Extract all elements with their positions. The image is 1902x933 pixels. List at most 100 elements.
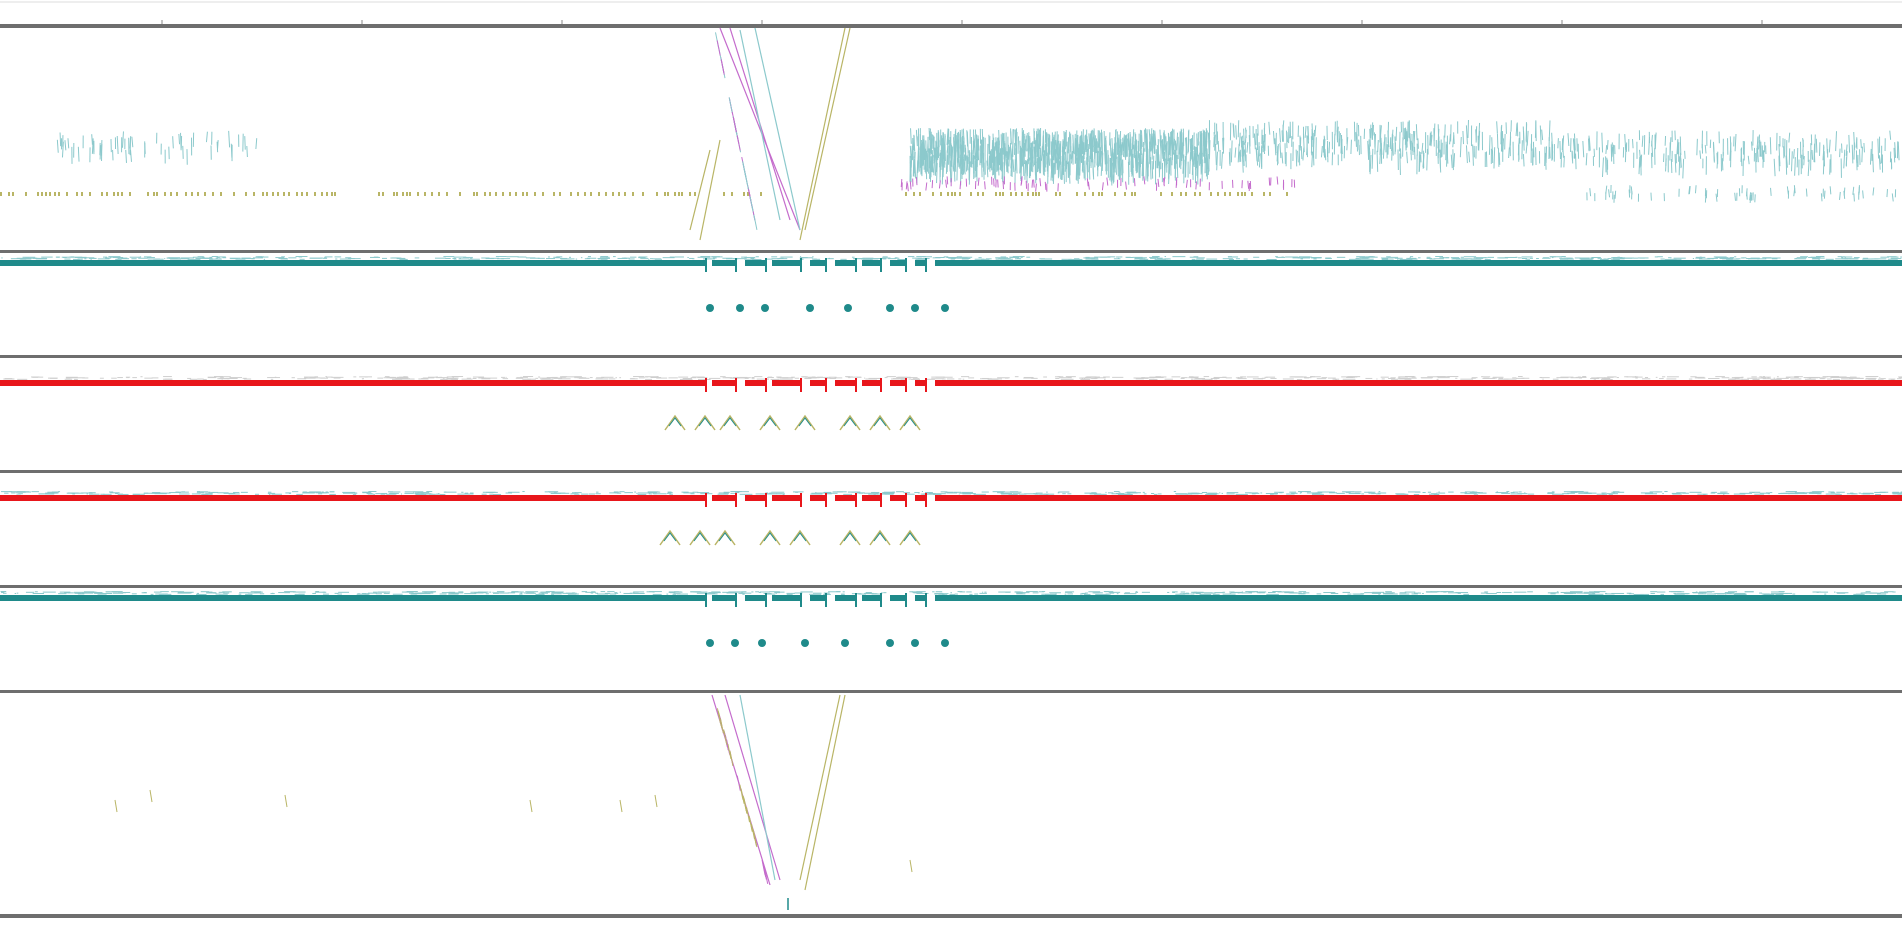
coverage-fringe [20, 258, 27, 260]
coverage-fringe [939, 593, 949, 595]
coverage-fringe [546, 377, 553, 379]
coverage-fringe [199, 491, 208, 493]
teal-tick-dense [1098, 143, 1101, 165]
coverage-fringe [1235, 493, 1248, 495]
coverage-fringe [1059, 377, 1072, 379]
magenta-tick [1020, 176, 1023, 185]
coverage-fringe [1208, 378, 1213, 380]
coverage-fringe [650, 377, 662, 379]
teal-tick [1802, 149, 1804, 160]
coverage-fringe [200, 257, 209, 259]
coverage-fringe [1831, 376, 1840, 378]
coverage-fringe [213, 491, 215, 493]
olive-mark [632, 192, 634, 196]
teal-tick-dense [1096, 152, 1098, 166]
coverage-fringe [223, 492, 236, 494]
coverage-fringe [1626, 592, 1632, 594]
coverage-fringe [442, 377, 445, 379]
coverage-fringe [1430, 591, 1439, 593]
coverage-fringe [181, 257, 194, 259]
coverage-fringe [314, 591, 326, 593]
teal-tick-dense [988, 155, 991, 170]
coverage-notch [825, 493, 827, 507]
coverage-notch [855, 258, 857, 272]
coverage-fringe [222, 257, 227, 259]
teal-tick-dense [1119, 159, 1122, 179]
coverage-fringe [1547, 592, 1557, 594]
coverage-fringe [1167, 591, 1170, 593]
coverage-fringe [1670, 258, 1682, 260]
coverage-fringe [882, 258, 887, 260]
coverage-fringe [1286, 493, 1295, 495]
coverage-fringe [74, 256, 83, 258]
coverage-fringe [1081, 378, 1083, 380]
coverage-fringe [540, 378, 554, 380]
coverage-fringe [1552, 493, 1564, 495]
coverage-fringe [219, 378, 231, 380]
coverage-notch [855, 493, 857, 507]
coverage-fringe [1790, 492, 1799, 494]
teal-tick [1893, 147, 1896, 163]
coverage-fringe [1460, 492, 1467, 494]
coverage-fringe [906, 493, 915, 495]
coverage-fringe [523, 592, 535, 594]
coverage-fringe [1542, 257, 1551, 259]
coverage-fringe [1439, 257, 1449, 259]
olive-mark [1084, 192, 1086, 196]
coverage-fringe [601, 376, 614, 378]
coverage-fringe [697, 256, 711, 258]
magenta-tick [984, 181, 986, 190]
magenta-tick [906, 183, 909, 192]
coverage-fringe [1483, 376, 1491, 378]
coverage-fringe [1368, 256, 1374, 258]
coverage-fringe [49, 377, 58, 379]
v-shape-tick [716, 708, 721, 724]
coverage-fringe [326, 376, 333, 378]
coverage-fringe [333, 377, 341, 379]
track-border [0, 24, 1902, 28]
coverage-fringe [767, 377, 774, 379]
coverage-fringe [903, 492, 910, 494]
olive-mark [321, 192, 323, 196]
coverage-fringe [692, 376, 705, 378]
coverage-fringe [882, 256, 888, 258]
coverage-fringe [382, 257, 388, 259]
olive-mark [45, 192, 47, 196]
coverage-fringe [1302, 376, 1307, 378]
coverage-fringe [1334, 378, 1337, 380]
coverage-fringe [609, 492, 617, 494]
coverage-fringe [652, 591, 655, 593]
coverage-fringe [338, 591, 350, 593]
coverage-fringe [1834, 591, 1836, 593]
coverage-fringe [529, 376, 534, 378]
olive-mark [106, 192, 108, 196]
teal-tick [1233, 124, 1235, 138]
coverage-fringe [561, 376, 575, 378]
teal-tick [1848, 134, 1851, 153]
coverage-fringe [1111, 493, 1121, 495]
teal-tick [1879, 155, 1881, 164]
coverage-band [712, 495, 735, 501]
coverage-fringe [437, 493, 440, 495]
coverage-fringe [711, 256, 723, 258]
teal-tick [1439, 154, 1442, 173]
teal-tick [1255, 147, 1258, 162]
teal-tick [1793, 188, 1796, 197]
coverage-fringe [1697, 493, 1708, 495]
teal-tick [1721, 158, 1724, 171]
coverage-fringe [1521, 377, 1530, 379]
olive-mark [262, 192, 264, 196]
magenta-tick [1044, 181, 1047, 190]
coverage-fringe [1123, 593, 1137, 595]
coverage-fringe [1321, 377, 1328, 379]
coverage-fringe [922, 256, 932, 258]
coverage-fringe [1751, 376, 1757, 378]
olive-mark [409, 192, 411, 196]
coverage-fringe [1455, 592, 1469, 594]
coverage-fringe [1376, 378, 1378, 380]
teal-tick-dense [1117, 137, 1120, 155]
teal-tick-dense [1149, 161, 1152, 180]
coverage-fringe [421, 493, 433, 495]
